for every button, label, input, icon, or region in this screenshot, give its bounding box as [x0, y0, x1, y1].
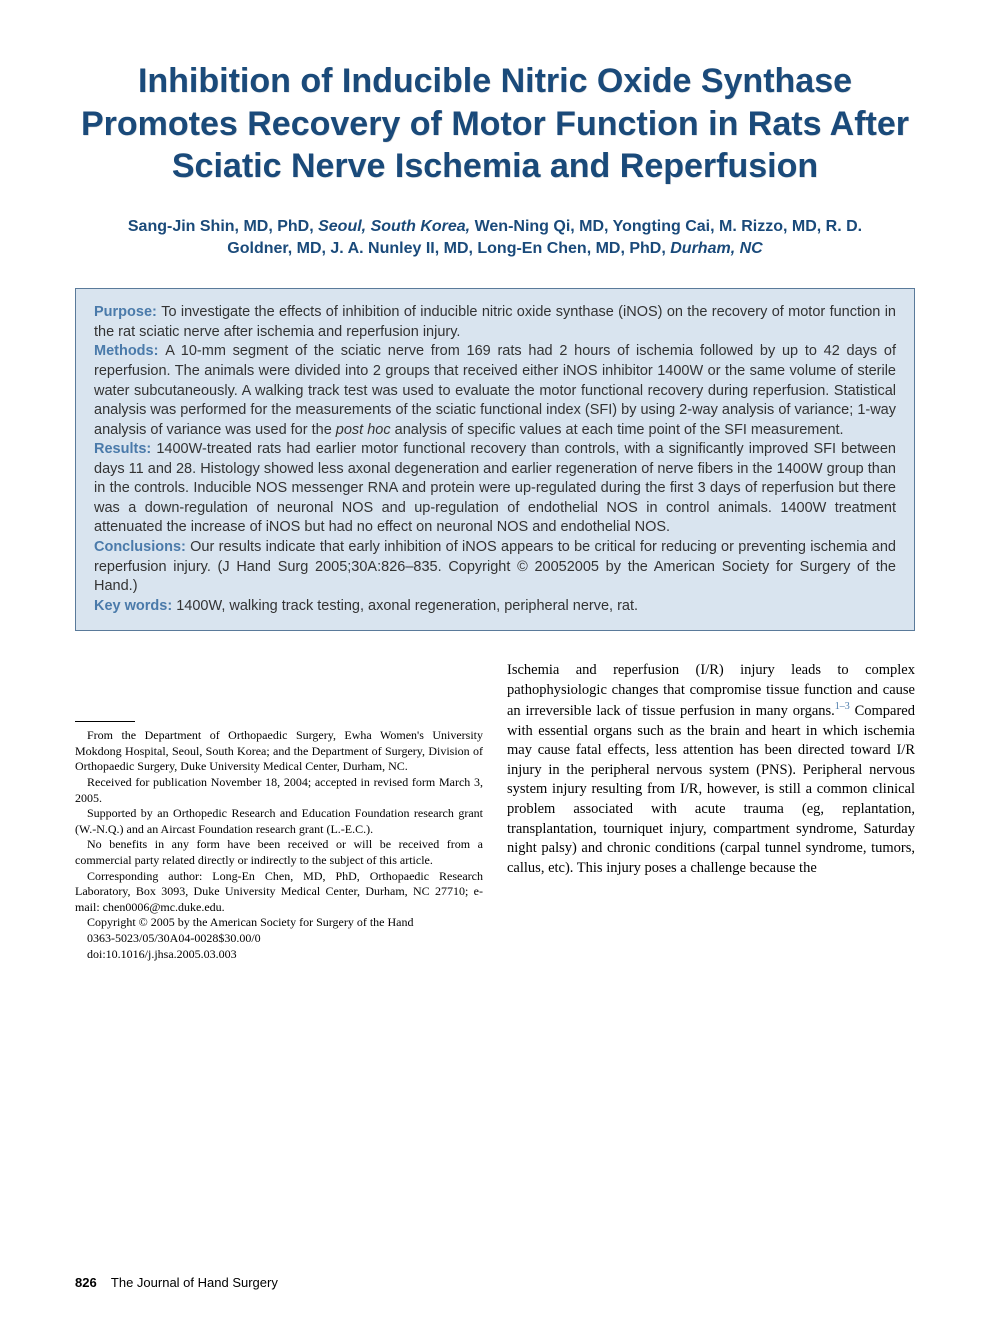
- body-columns: From the Department of Orthopaedic Surge…: [75, 661, 915, 962]
- abstract-methods: Methods: A 10-mm segment of the sciatic …: [94, 342, 896, 440]
- page-number: 826: [75, 1275, 97, 1290]
- keywords-label: Key words:: [94, 598, 176, 614]
- abstract-box: Purpose: To investigate the effects of i…: [75, 288, 915, 631]
- methods-text-2: analysis of specific values at each time…: [391, 422, 844, 438]
- page-footer: 826 The Journal of Hand Surgery: [75, 1275, 278, 1290]
- footnote-benefits: No benefits in any form have been receiv…: [75, 837, 483, 868]
- methods-italic: post hoc: [336, 422, 391, 438]
- footnote-corresponding: Corresponding author: Long-En Chen, MD, …: [75, 869, 483, 916]
- conclusions-label: Conclusions:: [94, 539, 190, 555]
- footnotes-column: From the Department of Orthopaedic Surge…: [75, 661, 483, 962]
- author-names-1: Sang-Jin Shin, MD, PhD,: [128, 218, 318, 235]
- footnote-received: Received for publication November 18, 20…: [75, 775, 483, 806]
- purpose-label: Purpose:: [94, 304, 161, 320]
- keywords-text: 1400W, walking track testing, axonal reg…: [176, 598, 638, 614]
- footnote-doi: doi:10.1016/j.jhsa.2005.03.003: [75, 947, 483, 963]
- footnote-from: From the Department of Orthopaedic Surge…: [75, 728, 483, 775]
- footnote-rule: [75, 721, 135, 722]
- affiliation-2: Durham, NC: [670, 240, 762, 257]
- results-text: 1400W-treated rats had earlier motor fun…: [94, 441, 896, 535]
- abstract-purpose: Purpose: To investigate the effects of i…: [94, 303, 896, 342]
- body-paragraph-1: Ischemia and reperfusion (I/R) injury le…: [507, 661, 915, 878]
- journal-name: The Journal of Hand Surgery: [111, 1275, 278, 1290]
- results-label: Results:: [94, 441, 156, 457]
- body-text-column: Ischemia and reperfusion (I/R) injury le…: [507, 661, 915, 962]
- conclusions-text: Our results indicate that early inhibiti…: [94, 539, 896, 594]
- footnote-copyright: Copyright © 2005 by the American Society…: [75, 915, 483, 931]
- purpose-text: To investigate the effects of inhibition…: [94, 304, 896, 340]
- abstract-keywords: Key words: 1400W, walking track testing,…: [94, 597, 896, 617]
- body-text-1b: Compared with essential organs such as t…: [507, 703, 915, 876]
- abstract-conclusions: Conclusions: Our results indicate that e…: [94, 538, 896, 597]
- methods-label: Methods:: [94, 343, 165, 359]
- citation-sup[interactable]: 1–3: [835, 701, 850, 712]
- abstract-results: Results: 1400W-treated rats had earlier …: [94, 440, 896, 538]
- article-title: Inhibition of Inducible Nitric Oxide Syn…: [75, 60, 915, 188]
- affiliation-1: Seoul, South Korea,: [318, 218, 474, 235]
- authors-block: Sang-Jin Shin, MD, PhD, Seoul, South Kor…: [75, 216, 915, 261]
- footnote-issn: 0363-5023/05/30A04-0028$30.00/0: [75, 931, 483, 947]
- footnote-supported: Supported by an Orthopedic Research and …: [75, 806, 483, 837]
